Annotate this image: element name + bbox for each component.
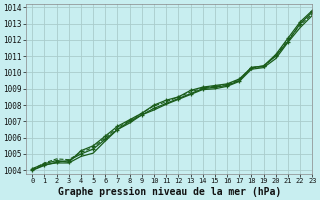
X-axis label: Graphe pression niveau de la mer (hPa): Graphe pression niveau de la mer (hPa) [58, 186, 281, 197]
